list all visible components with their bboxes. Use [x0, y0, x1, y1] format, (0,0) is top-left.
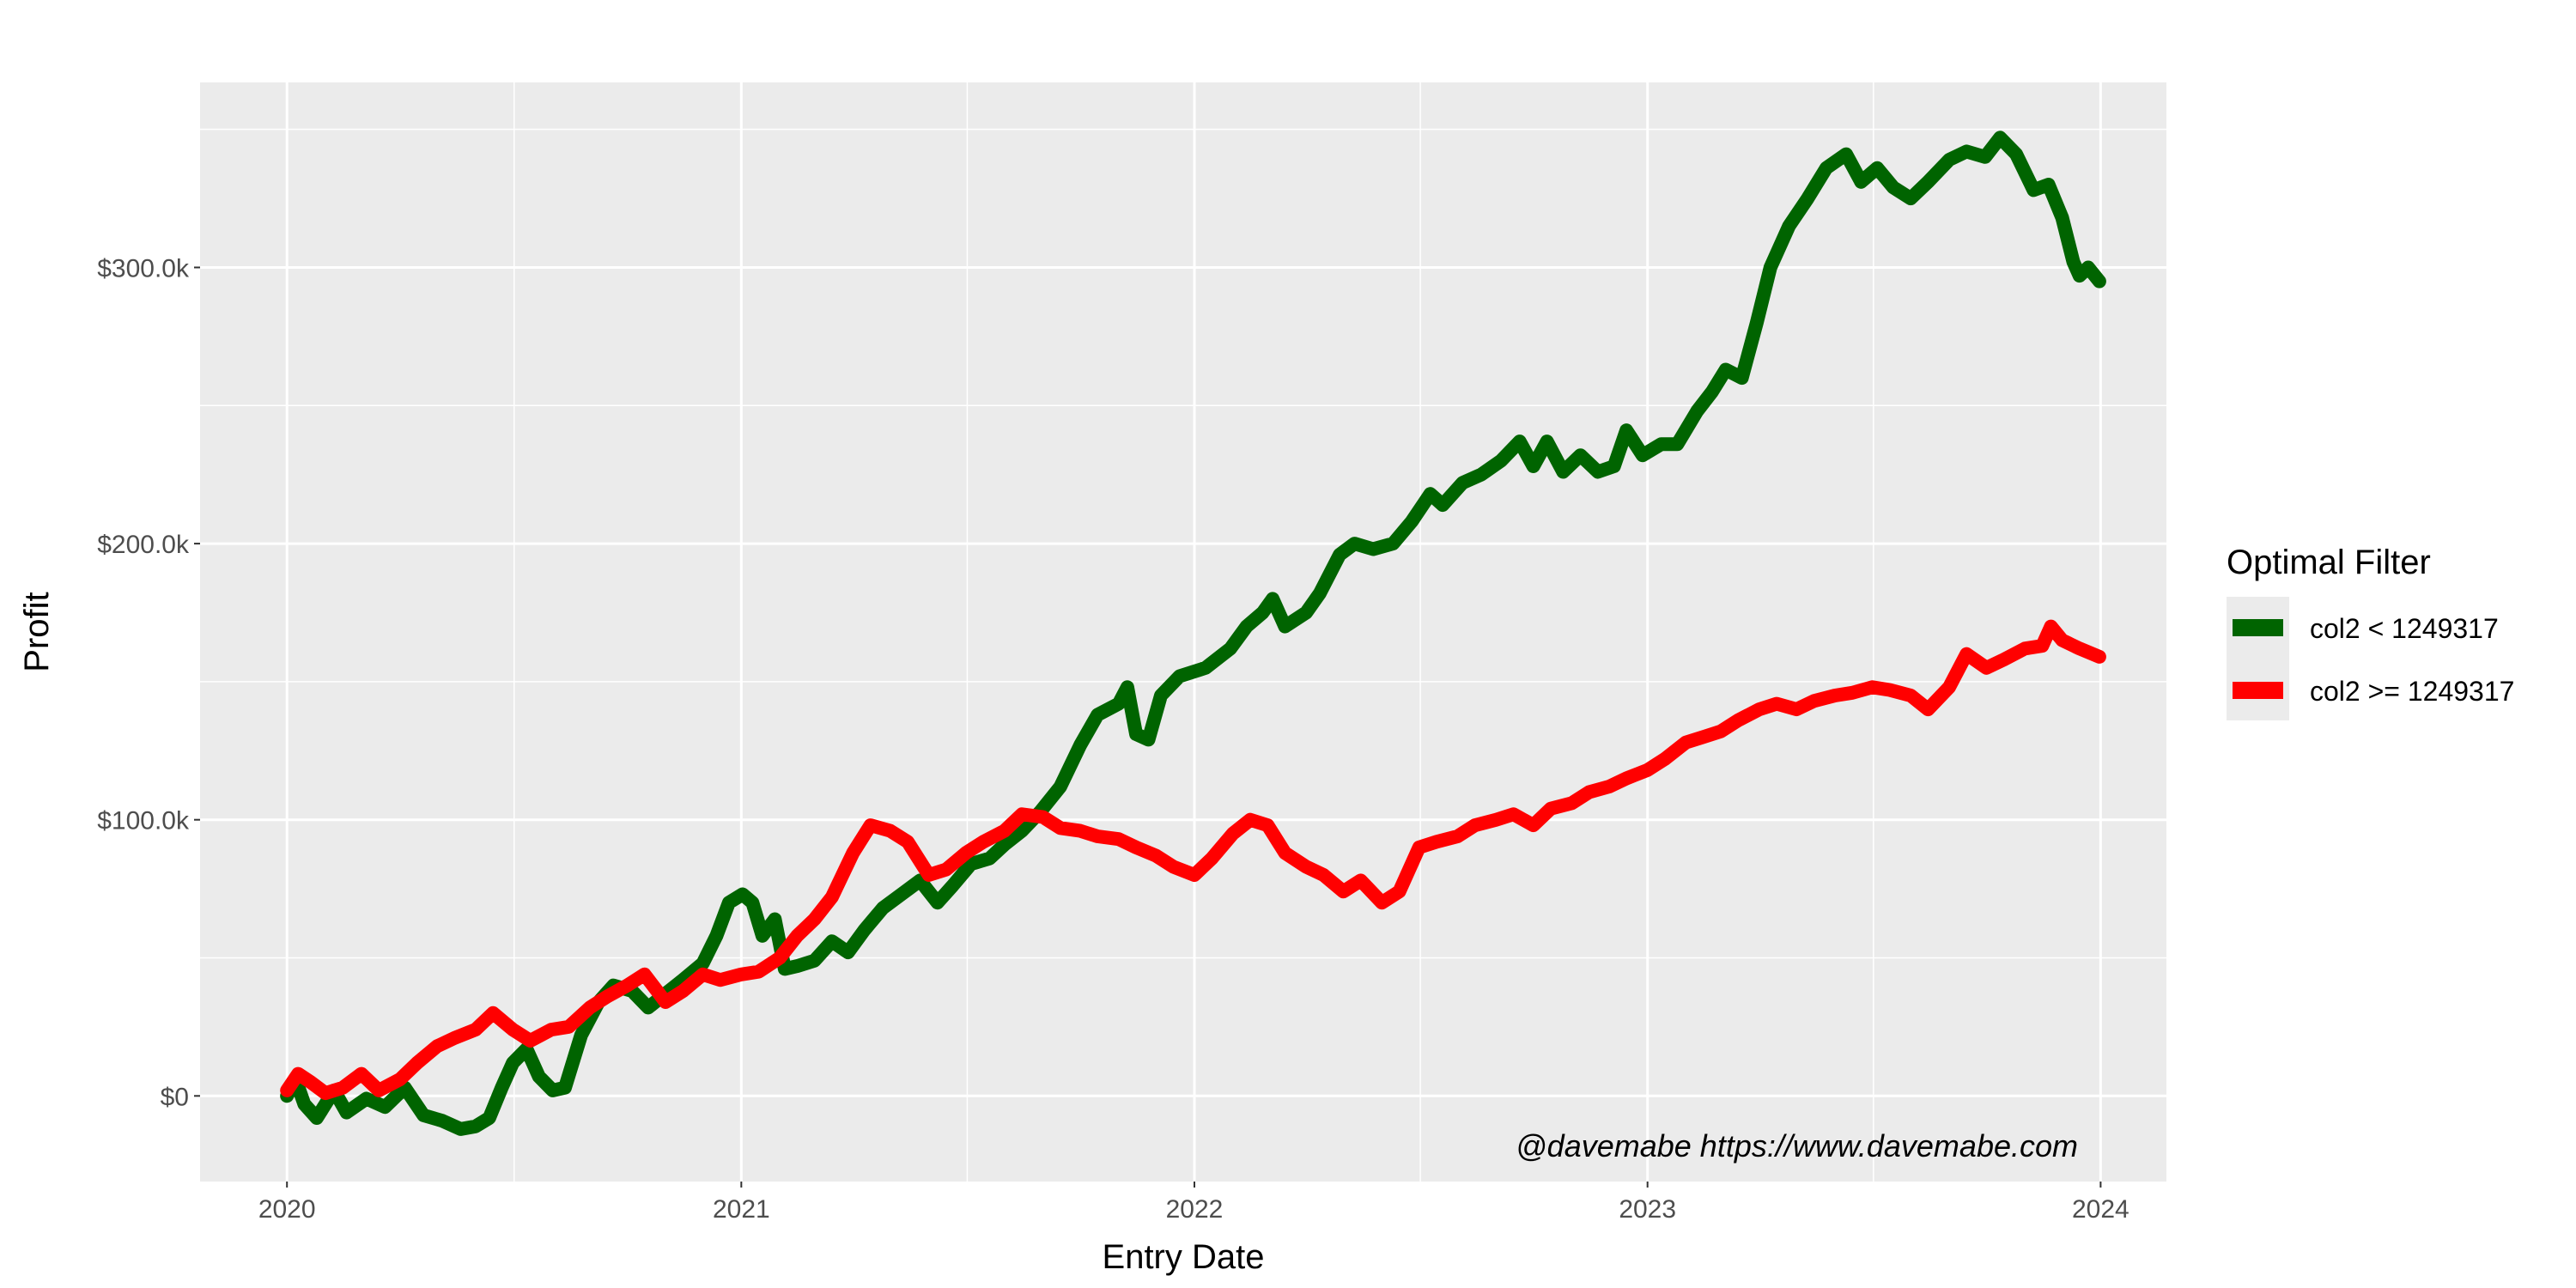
- x-tick-label: 2021: [713, 1195, 770, 1224]
- x-tick-label: 2022: [1166, 1195, 1224, 1224]
- x-axis-title: Entry Date: [1103, 1238, 1265, 1276]
- x-tick-label: 2020: [258, 1195, 316, 1224]
- legend: Optimal Filter col2 < 1249317 col2 >= 12…: [2227, 544, 2514, 720]
- annotation-text: @davemabe https://www.davemabe.com: [1516, 1128, 2078, 1163]
- y-tick-label: $300.0k: [97, 254, 190, 283]
- legend-title: Optimal Filter: [2227, 544, 2431, 581]
- legend-label-series-2: col2 >= 1249317: [2310, 676, 2514, 707]
- legend-label-series-1: col2 < 1249317: [2310, 613, 2499, 644]
- y-axis-title: Profit: [18, 592, 56, 671]
- series-line-1: [280, 131, 2106, 1136]
- grid-layer: [200, 82, 2166, 1182]
- x-tick-label: 2024: [2072, 1195, 2129, 1224]
- y-tick-label: $0: [161, 1083, 189, 1111]
- series-layer: [280, 131, 2106, 1136]
- series-line-2: [280, 619, 2106, 1101]
- y-tick-label: $100.0k: [97, 807, 190, 835]
- tick-layer: $0 $100.0k $200.0k $300.0k 2020 2021 2022 2023 2…: [97, 254, 2129, 1224]
- y-tick-label: $200.0k: [97, 531, 190, 559]
- plot-panel: [200, 82, 2166, 1182]
- x-tick-label: 2023: [1619, 1195, 1676, 1224]
